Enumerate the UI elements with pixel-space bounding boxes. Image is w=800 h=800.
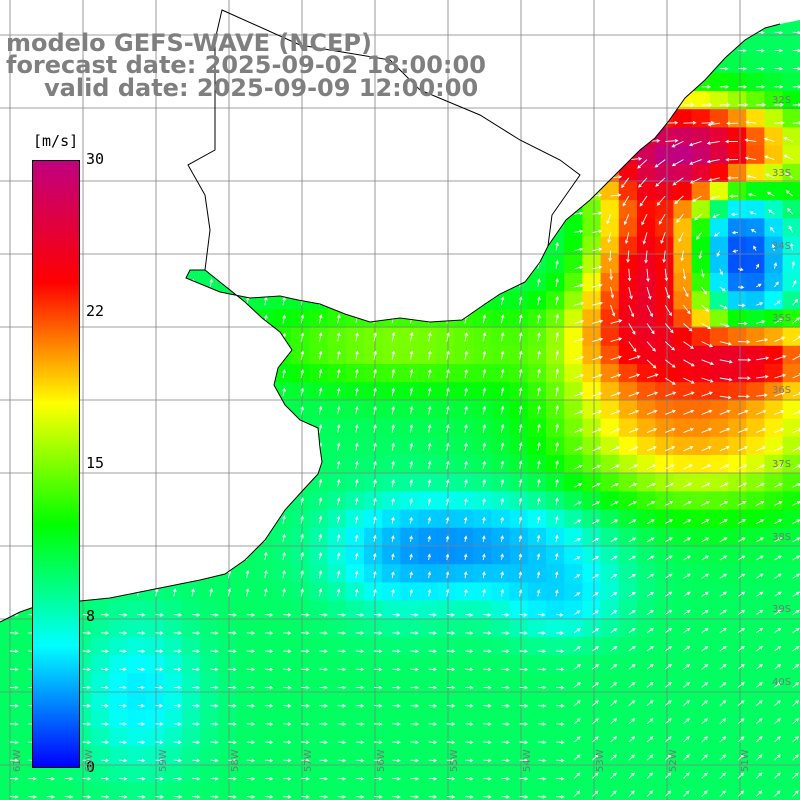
lon-label: 53W [595,749,606,772]
lat-label: 36S [772,385,792,396]
map-title: modelo GEFS-WAVE (NCEP) [6,29,372,57]
colorbar-tick-8: 8 [86,607,96,625]
colorbar-tick-30: 30 [86,150,105,168]
lat-label: 35S [772,313,792,324]
lat-label: 39S [772,604,792,615]
lat-label: 34S [772,241,792,252]
lon-label: 59W [158,749,169,772]
valid-date-label: valid date: 2025-09-09 12:00:00 [44,74,479,102]
lat-label: 33S [772,168,792,179]
lon-label: 60W [84,749,95,772]
colorbar-tick-15: 15 [86,454,105,472]
colorbar-tick-22: 22 [86,302,105,320]
lon-label: 56W [376,749,387,772]
lon-label: 61W [12,749,23,772]
lon-label: 54W [522,749,533,772]
colorbar [32,160,80,768]
lon-label: 55W [449,749,460,772]
lon-label: 58W [230,749,241,772]
forecast-date-label: forecast date: 2025-09-02 18:00:00 [6,51,486,79]
colorbar-units-label: [m/s] [33,132,79,150]
lat-label: 40S [772,677,792,688]
coastline [0,23,781,623]
land-border [187,9,581,271]
colorbar-tick-0: 0 [86,758,96,776]
lon-label: 57W [303,749,314,772]
lat-label: 37S [772,459,792,470]
lat-label: 38S [772,532,792,543]
colorbar-gradient [33,161,79,767]
lon-label: 51W [740,749,751,772]
lat-label: 32S [772,95,792,106]
lon-label: 52W [668,749,679,772]
